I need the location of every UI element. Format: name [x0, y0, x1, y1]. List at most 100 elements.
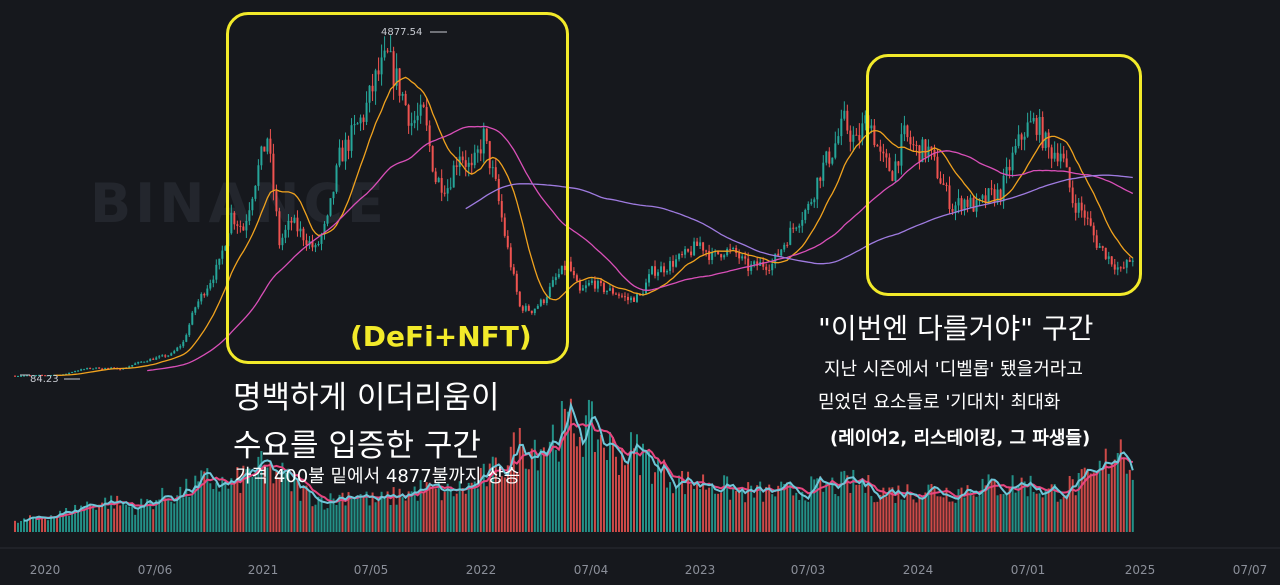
volume-bar: [930, 483, 933, 532]
volume-bar: [1008, 488, 1011, 532]
candle: [864, 110, 867, 131]
candle: [434, 167, 437, 185]
volume-bar: [1014, 492, 1017, 532]
volume-bar: [140, 498, 143, 532]
candle: [230, 204, 233, 235]
volume-bar: [669, 482, 672, 532]
candle: [1074, 194, 1077, 221]
volume-bar: [260, 451, 263, 532]
candle: [452, 160, 455, 188]
volume-bar: [1059, 499, 1062, 532]
candle: [248, 202, 251, 226]
candle: [999, 188, 1002, 206]
candle: [909, 130, 912, 151]
candle: [68, 372, 71, 375]
candle: [509, 243, 512, 271]
candle: [71, 371, 74, 374]
volume-bar: [380, 491, 383, 532]
candle: [386, 48, 389, 54]
candle: [167, 355, 170, 358]
box1-caption-line2: 수요를 입증한 구간: [233, 428, 481, 464]
candle: [1044, 131, 1047, 151]
candle: [635, 293, 638, 303]
candle: [1071, 180, 1074, 208]
volume-bar: [191, 494, 194, 532]
candle: [678, 253, 681, 262]
volume-bar: [663, 459, 666, 532]
volume-bar: [419, 480, 422, 532]
candle: [77, 370, 80, 372]
candle: [879, 139, 882, 162]
volume-bar: [128, 506, 131, 532]
volume-bar: [551, 424, 554, 532]
box1-label: (DeFi+NFT): [350, 320, 532, 353]
candle: [626, 293, 629, 305]
volume-bar: [245, 469, 248, 532]
volume-bar: [125, 504, 128, 532]
volume-bar: [1011, 475, 1014, 532]
volume-bar: [38, 516, 41, 532]
candle: [278, 207, 281, 249]
volume-bar: [792, 495, 795, 532]
volume-bar: [858, 484, 861, 532]
volume-bar: [500, 476, 503, 532]
volume-bar: [648, 450, 651, 532]
candle: [356, 122, 359, 125]
candle: [936, 149, 939, 180]
volume-bar: [963, 497, 966, 532]
candle: [900, 123, 903, 175]
volume-bar: [596, 439, 599, 532]
volume-bar: [206, 468, 209, 532]
candle: [720, 253, 723, 261]
volume-bar: [870, 496, 873, 532]
volume-bar: [539, 449, 542, 532]
volume-bar: [152, 509, 155, 532]
volume-bar: [173, 503, 176, 532]
volume-bar: [912, 499, 915, 532]
volume-bar: [401, 497, 404, 532]
candle: [572, 267, 575, 279]
candle: [1017, 125, 1020, 149]
candle: [1125, 259, 1128, 274]
volume-bar: [26, 519, 29, 532]
candle: [173, 349, 176, 354]
candle: [92, 368, 95, 370]
volume-bar: [356, 497, 359, 532]
volume-bar: [738, 489, 741, 532]
volume-bar: [170, 501, 173, 532]
candle: [593, 276, 596, 292]
candle: [876, 143, 879, 147]
candle: [708, 244, 711, 265]
volume-bar: [1032, 491, 1035, 532]
volume-bar: [584, 415, 587, 532]
volume-bar: [903, 499, 906, 532]
candle: [98, 367, 101, 369]
candle: [548, 282, 551, 300]
volume-bar: [855, 484, 858, 532]
candle: [1128, 256, 1131, 263]
volume-bar: [771, 494, 774, 532]
volume-bar: [623, 465, 626, 532]
box2-line1: 지난 시즌에서 '디벨롭' 됐을거라고: [824, 359, 1083, 380]
volume-bar: [1110, 463, 1113, 532]
candle: [212, 275, 215, 288]
candle: [960, 195, 963, 215]
volume-bar: [723, 475, 726, 532]
candle: [269, 129, 272, 163]
candle: [756, 256, 759, 271]
candle: [446, 179, 449, 202]
candle: [855, 128, 858, 136]
volume-bar: [257, 456, 260, 532]
candle: [395, 53, 398, 90]
candle: [726, 247, 729, 257]
candle: [521, 305, 524, 314]
candle: [747, 252, 750, 277]
candle: [341, 140, 344, 162]
volume-bar: [434, 488, 437, 532]
volume-bar: [296, 479, 299, 532]
volume-bar: [410, 491, 413, 532]
volume-bar: [449, 486, 452, 532]
candle: [828, 147, 831, 168]
candle: [80, 368, 83, 372]
candle: [620, 293, 623, 299]
